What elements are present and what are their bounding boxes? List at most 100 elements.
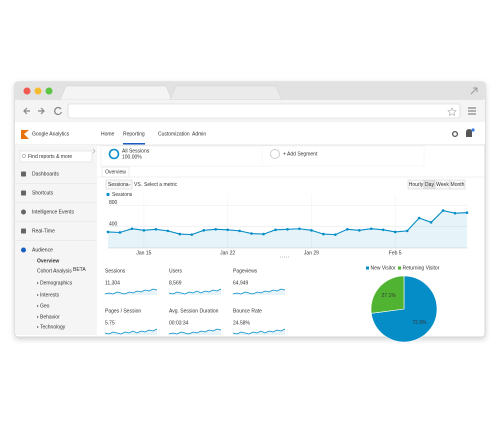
y-tick-label: 800	[109, 200, 118, 206]
reload-icon[interactable]	[54, 106, 63, 116]
metric-label: Users	[169, 268, 183, 274]
data-point[interactable]	[250, 232, 253, 235]
slice-label: 72.9%	[412, 320, 427, 326]
minimize-button[interactable]	[34, 87, 42, 95]
back-icon[interactable]	[23, 107, 30, 115]
app-header	[15, 122, 485, 145]
data-point[interactable]	[298, 227, 301, 231]
data-point[interactable]	[202, 229, 206, 232]
add-segment-box[interactable]	[261, 145, 425, 167]
sparkline	[168, 328, 222, 335]
data-point[interactable]	[154, 227, 158, 231]
nav-item[interactable]: Customization	[158, 131, 190, 137]
bookmark-icon[interactable]	[447, 107, 457, 117]
data-point[interactable]	[166, 229, 170, 233]
expand-caret	[37, 315, 39, 319]
audience-item[interactable]: Demographics	[40, 280, 73, 286]
browser-tab[interactable]	[59, 85, 173, 101]
beta-badge: BETA	[73, 267, 86, 273]
x-tick-label: Feb 5	[389, 250, 402, 256]
add-segment[interactable]: + Add Segment	[283, 151, 318, 157]
logo-text: Google Analytics	[32, 131, 70, 137]
data-point[interactable]	[453, 211, 457, 215]
sparkline	[168, 288, 222, 295]
data-point[interactable]	[310, 229, 313, 232]
slice-label: 27.1%	[382, 293, 397, 299]
legend-label: Sessions	[112, 192, 133, 198]
audience-item[interactable]: Interests	[40, 292, 60, 298]
data-point[interactable]	[465, 211, 469, 214]
data-point[interactable]	[190, 233, 194, 236]
data-point[interactable]	[417, 216, 421, 220]
sidebar-section[interactable]: Dashboards	[32, 171, 59, 177]
expand-caret	[37, 304, 39, 308]
search-box[interactable]	[19, 150, 93, 163]
sidebar-section[interactable]: Real-Time	[32, 228, 55, 234]
vs-label: VS.	[134, 182, 142, 188]
menu-icon[interactable]	[468, 107, 476, 115]
nav-item[interactable]: Reporting	[123, 131, 145, 137]
data-point[interactable]	[106, 230, 110, 234]
data-point[interactable]	[226, 228, 229, 232]
collapse-icon[interactable]	[92, 148, 96, 154]
data-point[interactable]	[262, 232, 265, 236]
legend-label: Returning Visitor	[403, 266, 440, 272]
notifications-icon[interactable]	[466, 129, 472, 137]
segment-name: All Sessions	[122, 148, 150, 154]
data-point[interactable]	[429, 221, 433, 224]
sidebar-section[interactable]: Shortcuts	[32, 190, 54, 196]
sparkline	[104, 288, 158, 295]
data-point[interactable]	[381, 228, 385, 232]
nav-item[interactable]: Admin	[192, 131, 206, 137]
legend-label: New Visitor	[371, 266, 397, 272]
data-point[interactable]	[274, 228, 277, 232]
data-point[interactable]	[118, 231, 122, 234]
data-point[interactable]	[358, 229, 361, 232]
audience-item[interactable]: Technology	[40, 324, 66, 330]
sparkline-area	[233, 329, 285, 335]
forward-icon[interactable]	[38, 107, 45, 115]
maximize-button[interactable]	[45, 87, 53, 95]
y-tick-label: 400	[109, 221, 118, 227]
settings-icon[interactable]	[451, 130, 459, 138]
sidebar-section[interactable]: Audience	[32, 247, 53, 253]
data-point[interactable]	[441, 209, 445, 212]
logo-icon	[21, 130, 29, 139]
data-point[interactable]	[238, 229, 241, 233]
audience-item[interactable]: Geo	[40, 303, 50, 309]
data-point[interactable]	[334, 233, 337, 236]
data-point[interactable]	[346, 227, 349, 231]
data-point[interactable]	[393, 230, 397, 234]
period-label: Hourly	[409, 182, 424, 188]
data-point[interactable]	[130, 227, 134, 231]
close-button[interactable]	[23, 87, 31, 95]
data-point[interactable]	[178, 232, 182, 236]
data-point[interactable]	[214, 227, 217, 231]
overview-tab[interactable]	[101, 166, 130, 178]
metric-label: Bounce Rate	[233, 308, 262, 314]
data-point[interactable]	[322, 232, 325, 236]
audience-item[interactable]: Cohort Analysis	[37, 268, 72, 274]
select-metric[interactable]: Select a metric	[144, 182, 178, 188]
audience-item[interactable]: Overview	[37, 258, 59, 264]
browser-tab[interactable]	[169, 85, 283, 101]
data-point[interactable]	[369, 227, 373, 231]
metric-label: Sessions	[105, 268, 126, 274]
sidebar-section[interactable]: Intelligence Events	[32, 209, 74, 215]
period-button[interactable]	[449, 179, 466, 190]
nav-item[interactable]: Home	[101, 131, 115, 137]
data-point[interactable]	[142, 229, 146, 232]
legend-swatch	[106, 192, 110, 197]
pie-slice[interactable]	[370, 275, 405, 314]
overview-tab-label: Overview	[105, 169, 126, 175]
audience-item[interactable]: Behavior	[40, 314, 60, 320]
period-label: Month	[451, 182, 465, 188]
section-icon	[21, 228, 26, 234]
fullscreen-icon[interactable]	[470, 87, 478, 95]
notification-badge	[471, 128, 475, 132]
data-point[interactable]	[405, 229, 409, 233]
data-point[interactable]	[286, 227, 289, 231]
address-bar[interactable]	[67, 103, 461, 119]
metric-dropdown[interactable]	[105, 179, 133, 190]
